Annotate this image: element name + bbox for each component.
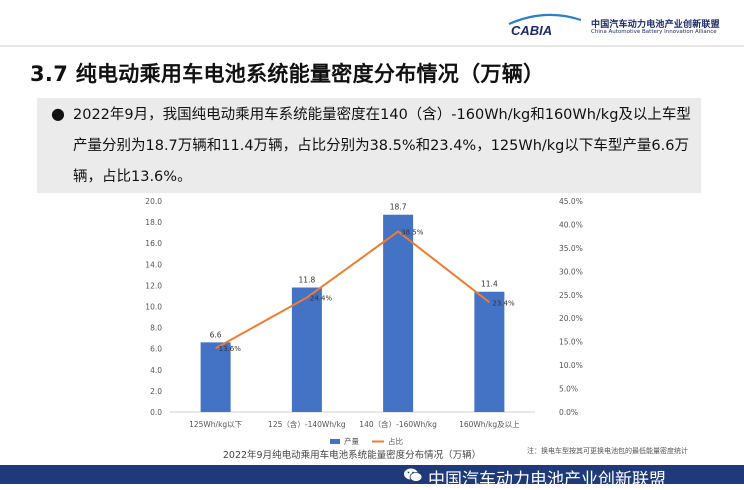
org-name-en: China Automotive Battery Innovation Alli… [591, 29, 717, 35]
line-value-label: 13.6% [219, 345, 242, 353]
bullet-dot-icon: ● [51, 104, 65, 123]
y-left-tick-label: 20.0 [145, 197, 162, 206]
bar [200, 342, 231, 412]
y-left-tick-label: 14.0 [145, 260, 162, 269]
y-right-tick-label: 40.0% [559, 220, 583, 229]
y-right-tick-label: 5.0% [559, 385, 578, 394]
line-value-label: 24.4% [310, 295, 333, 303]
alliance-logo: CABIA 中国汽车动力电池产业创新联盟 China Automotive Ba… [505, 10, 735, 40]
y-left-tick-label: 12.0 [145, 281, 162, 290]
bar-value-label: 6.6 [210, 330, 222, 339]
bar [474, 291, 505, 412]
x-tick-label: 125Wh/kg以下 [189, 420, 243, 429]
y-right-tick-label: 25.0% [559, 291, 583, 300]
share-line [215, 230, 490, 350]
legend-bar-label: 产量 [344, 436, 359, 446]
y-left-tick-label: 16.0 [145, 239, 162, 248]
summary-box: ● 2022年9月，我国纯电动乘用车系统能量密度在140（含）-160Wh/kg… [37, 98, 701, 193]
y-left-tick-label: 8.0 [150, 324, 162, 333]
bar-value-label: 11.8 [299, 276, 316, 285]
bar-value-label: 11.4 [481, 280, 498, 289]
bar-value-label: 18.7 [390, 203, 407, 212]
y-left-tick-label: 6.0 [150, 345, 162, 354]
header-divider [0, 45, 744, 47]
bar [383, 214, 414, 412]
y-right-tick-label: 0.0% [559, 408, 578, 417]
legend-bar-swatch [330, 439, 340, 444]
bar [291, 287, 322, 412]
x-tick-label: 160Wh/kg及以上 [459, 420, 520, 429]
logo-text: CABIA [511, 23, 552, 38]
y-right-tick-label: 15.0% [559, 338, 583, 347]
line-value-label: 38.5% [401, 228, 424, 236]
y-right-tick-label: 30.0% [559, 267, 583, 276]
y-left-tick-label: 0.0 [150, 408, 162, 417]
chart-note: 注：换电车型按其可更换电池包的最低能量密度统计 [527, 447, 688, 455]
y-right-tick-label: 10.0% [559, 361, 583, 370]
line-value-label: 23.4% [492, 299, 515, 307]
legend-line-label: 占比 [388, 436, 403, 446]
cabia-logo-icon: CABIA [508, 13, 582, 38]
y-right-tick-label: 20.0% [559, 314, 583, 323]
y-left-tick-label: 10.0 [145, 303, 162, 312]
chart-title: 2022年9月纯电动乘用车电池系统能量密度分布情况（万辆） [223, 449, 481, 461]
x-tick-label: 140（含）-160Wh/kg [359, 419, 437, 429]
y-left-tick-label: 2.0 [150, 387, 162, 396]
summary-text: 2022年9月，我国纯电动乘用车系统能量密度在140（含）-160Wh/kg和1… [73, 107, 691, 185]
y-right-tick-label: 35.0% [559, 244, 583, 253]
org-name-cn: 中国汽车动力电池产业创新联盟 [591, 20, 720, 30]
y-left-tick-label: 4.0 [150, 366, 162, 375]
y-right-tick-label: 45.0% [559, 197, 583, 206]
y-left-tick-label: 18.0 [145, 218, 162, 227]
footer-band [0, 465, 744, 484]
x-tick-label: 125（含）-140Wh/kg [268, 419, 346, 429]
wechat-icon [404, 468, 423, 482]
footer-org-name: 中国汽车动力电池产业创新联盟 [428, 470, 666, 490]
page-title: 3.7 纯电动乘用车电池系统能量密度分布情况（万辆） [30, 62, 545, 86]
energy-density-chart: 0.0 2.0 4.0 6.0 8.0 10.0 12.0 14.0 16.0 18.0 20.0 0… [145, 197, 583, 461]
header-band [0, 0, 744, 46]
